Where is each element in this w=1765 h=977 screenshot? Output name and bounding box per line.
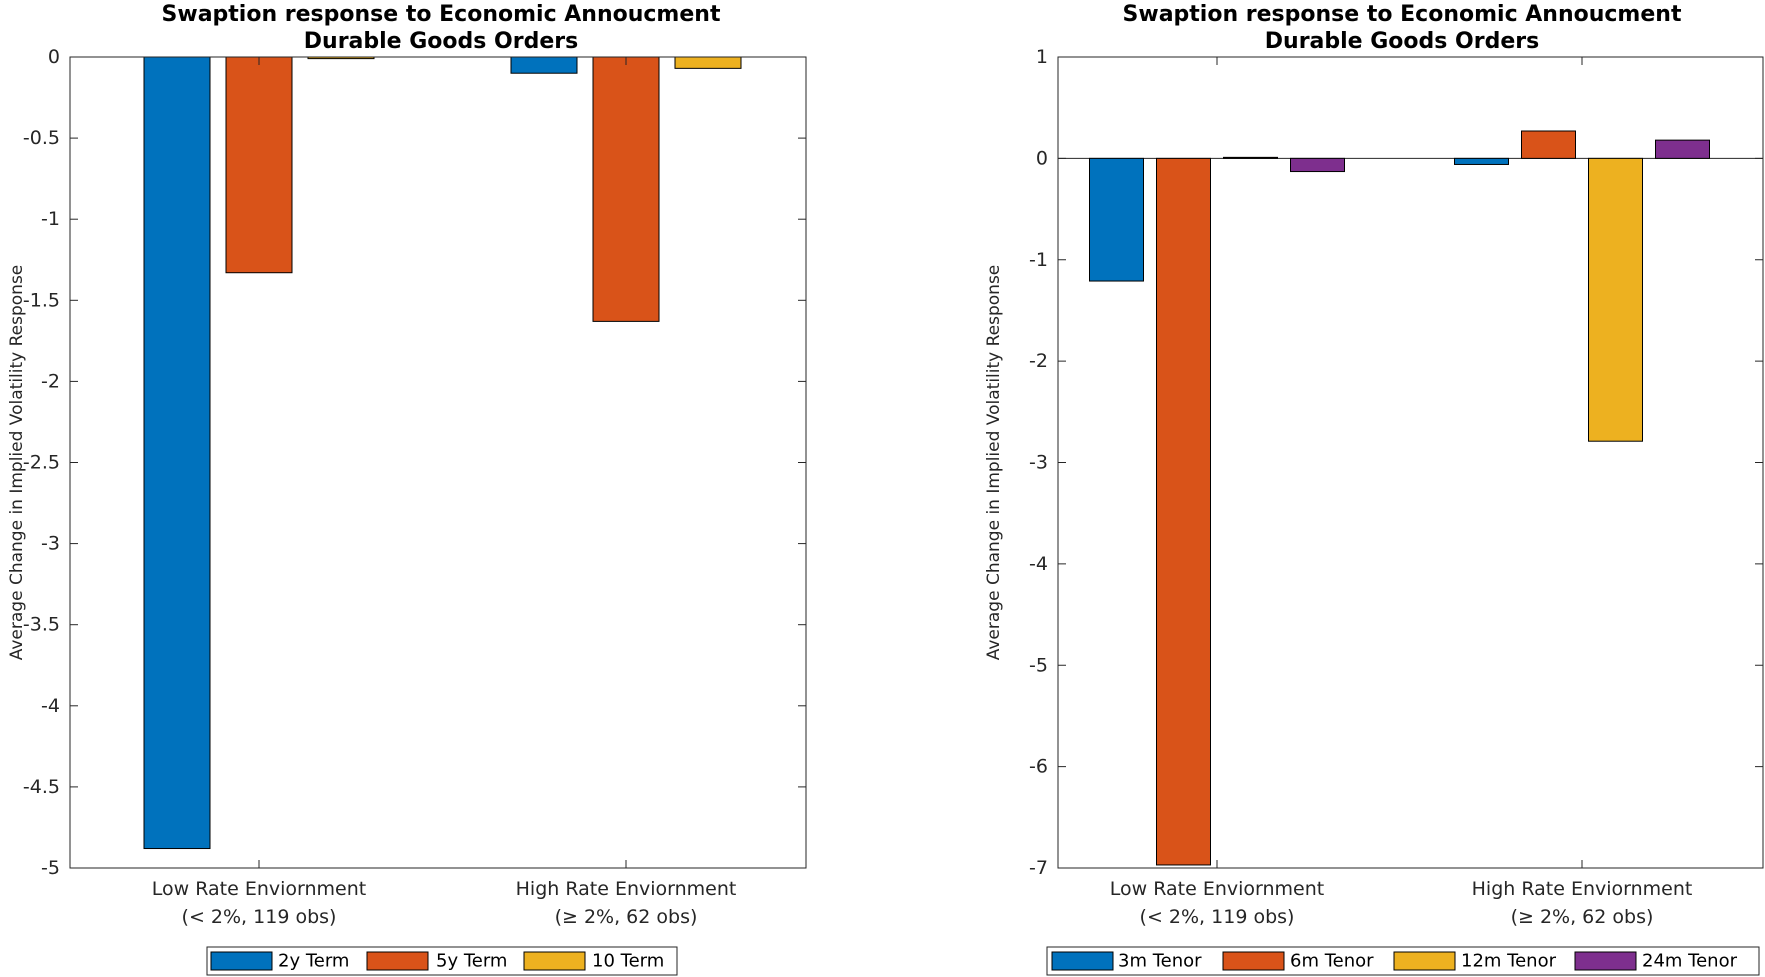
y-tick-label: -1 [1029, 249, 1048, 271]
y-tick-label: -1.5 [23, 289, 60, 311]
bar-2y-term-group-2 [510, 56, 578, 74]
bar-3m-tenor-group-1 [1089, 157, 1144, 282]
y-tick-label: 0 [48, 46, 60, 68]
y-tick-label: -2 [41, 370, 60, 392]
y-tick-label: -4 [1029, 553, 1048, 575]
bar-6m-tenor-group-2 [1521, 130, 1576, 159]
bar-5y-term-group-2 [592, 56, 660, 322]
y-axis-label: Average Change in Implied Volatility Res… [984, 265, 1004, 661]
y-tick-label: -1 [41, 208, 60, 230]
x-category-label: Low Rate Enviornment [152, 878, 366, 900]
legend-swatch [1222, 951, 1285, 971]
legend-swatch [210, 951, 273, 971]
y-tick-label: -2 [1029, 350, 1048, 372]
chart-1: Swaption response to Economic Annoucment… [7, 2, 807, 976]
bar-6m-tenor-group-1 [1156, 157, 1211, 866]
chart-subtitle: Durable Goods Orders [1265, 29, 1539, 54]
bar-12m-tenor-group-2 [1588, 157, 1643, 442]
y-tick-label: -4.5 [23, 776, 60, 798]
chart-title: Swaption response to Economic Annoucment [162, 2, 721, 27]
legend-swatch [366, 951, 429, 971]
y-tick-label: 0 [1036, 147, 1048, 169]
chart-title: Swaption response to Economic Annoucment [1123, 2, 1682, 27]
x-category-sublabel: (≥ 2%, 62 obs) [555, 906, 698, 928]
legend-label: 2y Term [278, 951, 349, 972]
legend-box [206, 946, 678, 976]
y-tick-label: 1 [1036, 46, 1048, 68]
legend: 2y Term 5y Term 10 Term [206, 946, 678, 976]
x-category-label: High Rate Enviornment [1472, 878, 1693, 900]
legend-swatch [1051, 951, 1114, 971]
y-tick-label: -3 [41, 533, 60, 555]
y-axis-label: Average Change in Implied Volatility Res… [7, 265, 27, 661]
bar-3m-tenor-group-2 [1454, 157, 1509, 165]
y-tick-label: -3.5 [23, 614, 60, 636]
x-category-label: High Rate Enviornment [516, 878, 737, 900]
y-tick-label: -0.5 [23, 127, 60, 149]
bar-2y-term-group-1 [143, 56, 211, 850]
y-tick-label: -7 [1029, 857, 1048, 879]
bar-5y-term-group-1 [225, 56, 293, 274]
bar-24m-tenor-group-2 [1655, 139, 1710, 159]
x-category-sublabel: (< 2%, 119 obs) [182, 906, 337, 928]
legend-label: 24m Tenor [1642, 951, 1738, 972]
y-tick-label: -5 [41, 857, 60, 879]
chart-subtitle: Durable Goods Orders [304, 29, 578, 54]
legend-label: 12m Tenor [1461, 951, 1557, 972]
legend-swatch [523, 951, 586, 971]
legend: 3m Tenor 6m Tenor 12m Tenor 24m Tenor [1046, 946, 1760, 976]
legend-label: 5y Term [436, 951, 507, 972]
legend-label: 3m Tenor [1118, 951, 1202, 972]
y-tick-label: -4 [41, 695, 60, 717]
y-tick-label: -3 [1029, 452, 1048, 474]
chart-2: Swaption response to Economic Annoucment… [984, 2, 1764, 976]
y-tick-label: -6 [1029, 756, 1048, 778]
x-category-label: Low Rate Enviornment [1110, 878, 1324, 900]
bar-12m-tenor-group-1 [1223, 156, 1278, 159]
bar-10-term-group-2 [674, 56, 742, 69]
legend-swatch [1393, 951, 1456, 971]
legend-label: 10 Term [592, 951, 664, 972]
y-tick-label: -5 [1029, 654, 1048, 676]
x-category-sublabel: (< 2%, 119 obs) [1140, 906, 1295, 928]
bar-24m-tenor-group-1 [1290, 157, 1345, 173]
x-category-sublabel: (≥ 2%, 62 obs) [1511, 906, 1654, 928]
y-tick-label: -2.5 [23, 452, 60, 474]
legend-label: 6m Tenor [1290, 951, 1374, 972]
legend-swatch [1574, 951, 1637, 971]
